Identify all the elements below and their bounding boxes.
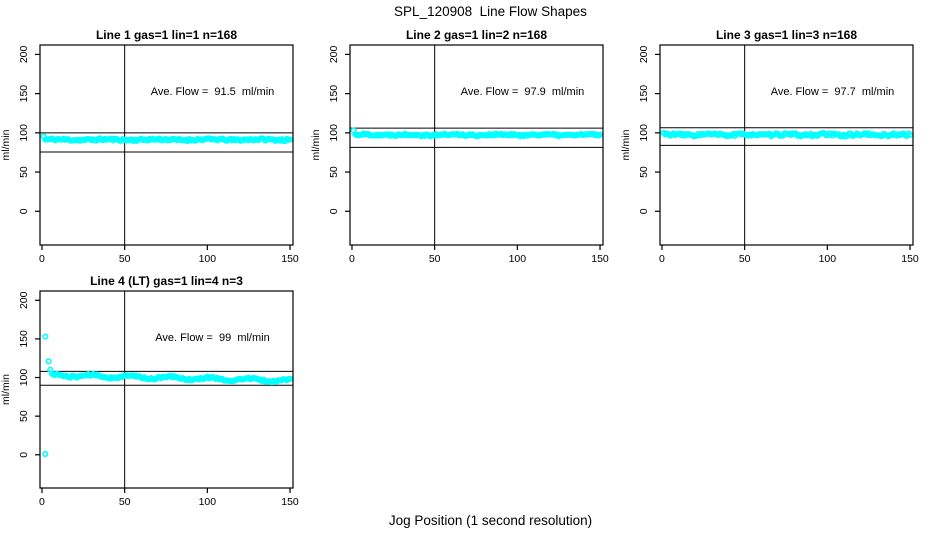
- panel-title: Line 2 gas=1 lin=2 n=168: [405, 28, 548, 42]
- page-title: SPL_120908 Line Flow Shapes: [394, 4, 587, 19]
- x-axis-ticks: 0 50 100 150: [349, 245, 609, 265]
- reference-hlines: [660, 127, 913, 146]
- panel-title: Line 4 (LT) gas=1 lin=4 n=3: [90, 274, 243, 288]
- y-axis-unit-label: ml/min: [0, 129, 12, 160]
- y-axis-ticks: 0 50 100 150 200: [638, 45, 660, 214]
- svg-text:50: 50: [739, 253, 751, 265]
- y-axis-unit-label: ml/min: [620, 129, 632, 160]
- reference-hlines: [40, 132, 293, 153]
- panel-title: Line 1 gas=1 lin=1 n=168: [95, 28, 238, 42]
- plot-area: 0 50 100 150 0 50 100 150 200 ml/min: [310, 44, 609, 265]
- svg-text:150: 150: [18, 85, 30, 103]
- svg-text:50: 50: [119, 253, 131, 265]
- svg-text:50: 50: [328, 166, 340, 178]
- svg-text:200: 200: [18, 45, 30, 63]
- svg-text:200: 200: [328, 45, 340, 63]
- ave-flow-annotation: Ave. Flow = 91.5 ml/min: [150, 86, 275, 98]
- y-axis-ticks: 0 50 100 150 200: [328, 45, 350, 214]
- data-points: [660, 129, 914, 140]
- x-axis-ticks: 0 50 100 150: [659, 245, 919, 265]
- plot-area: 0 50 100 150 0 50 100 150 200 ml/min: [0, 290, 299, 508]
- svg-text:50: 50: [638, 166, 650, 178]
- plot-box: [39, 290, 294, 489]
- data-points: [42, 333, 294, 458]
- ave-flow-annotation: Ave. Flow = 97.7 ml/min: [770, 86, 895, 98]
- svg-text:150: 150: [281, 253, 299, 265]
- svg-text:200: 200: [18, 291, 30, 309]
- plot-area: 0 50 100 150 0 50 100 150 200 ml/min: [620, 44, 919, 265]
- plot-box: [659, 44, 914, 246]
- svg-text:0: 0: [659, 253, 665, 265]
- svg-text:100: 100: [328, 124, 340, 142]
- svg-text:150: 150: [18, 330, 30, 348]
- svg-text:0: 0: [18, 208, 30, 214]
- svg-text:100: 100: [18, 124, 30, 142]
- svg-text:100: 100: [638, 124, 650, 142]
- plot-box: [39, 44, 294, 246]
- data-points: [40, 133, 294, 145]
- y-axis-ticks: 0 50 100 150 200: [18, 291, 40, 458]
- svg-text:0: 0: [328, 208, 340, 214]
- ave-flow-annotation: Ave. Flow = 97.9 ml/min: [460, 86, 585, 98]
- svg-text:50: 50: [429, 253, 441, 265]
- panel-line-4: Line 4 (LT) gas=1 lin=4 n=3 Ave. Flow = …: [0, 271, 316, 521]
- svg-text:50: 50: [119, 496, 131, 508]
- svg-text:150: 150: [638, 85, 650, 103]
- svg-text:150: 150: [591, 253, 609, 265]
- svg-text:50: 50: [18, 166, 30, 178]
- svg-text:150: 150: [901, 253, 919, 265]
- svg-text:0: 0: [349, 253, 355, 265]
- plot-box: [349, 44, 604, 246]
- panel-line-2: Line 2 gas=1 lin=2 n=168 Ave. Flow = 97.…: [310, 25, 626, 275]
- reference-hlines: [350, 127, 603, 148]
- y-axis-unit-label: ml/min: [0, 374, 12, 405]
- plot-area: 0 50 100 150 0 50 100 150 200 ml/min: [0, 44, 299, 265]
- reference-hlines: [40, 370, 293, 386]
- x-axis-ticks: 0 50 100 150: [39, 245, 299, 265]
- panel-line-1: Line 1 gas=1 lin=1 n=168 Ave. Flow = 91.…: [0, 25, 316, 275]
- svg-text:100: 100: [509, 253, 527, 265]
- x-axis-ticks: 0 50 100 150: [39, 488, 299, 508]
- svg-text:200: 200: [638, 45, 650, 63]
- svg-text:0: 0: [18, 452, 30, 458]
- panel-line-3: Line 3 gas=1 lin=3 n=168 Ave. Flow = 97.…: [620, 25, 936, 275]
- svg-text:100: 100: [819, 253, 837, 265]
- svg-text:0: 0: [39, 496, 45, 508]
- y-axis-ticks: 0 50 100 150 200: [18, 45, 40, 214]
- x-axis-label: Jog Position (1 second resolution): [388, 513, 593, 528]
- data-points: [350, 127, 604, 140]
- svg-text:150: 150: [328, 85, 340, 103]
- svg-text:100: 100: [199, 253, 217, 265]
- svg-text:50: 50: [18, 410, 30, 422]
- svg-text:0: 0: [638, 208, 650, 214]
- svg-text:100: 100: [199, 496, 217, 508]
- panel-title: Line 3 gas=1 lin=3 n=168: [715, 28, 858, 42]
- svg-text:150: 150: [281, 496, 299, 508]
- ave-flow-annotation: Ave. Flow = 99 ml/min: [155, 332, 270, 344]
- y-axis-unit-label: ml/min: [310, 129, 322, 160]
- svg-text:100: 100: [18, 369, 30, 387]
- svg-text:0: 0: [39, 253, 45, 265]
